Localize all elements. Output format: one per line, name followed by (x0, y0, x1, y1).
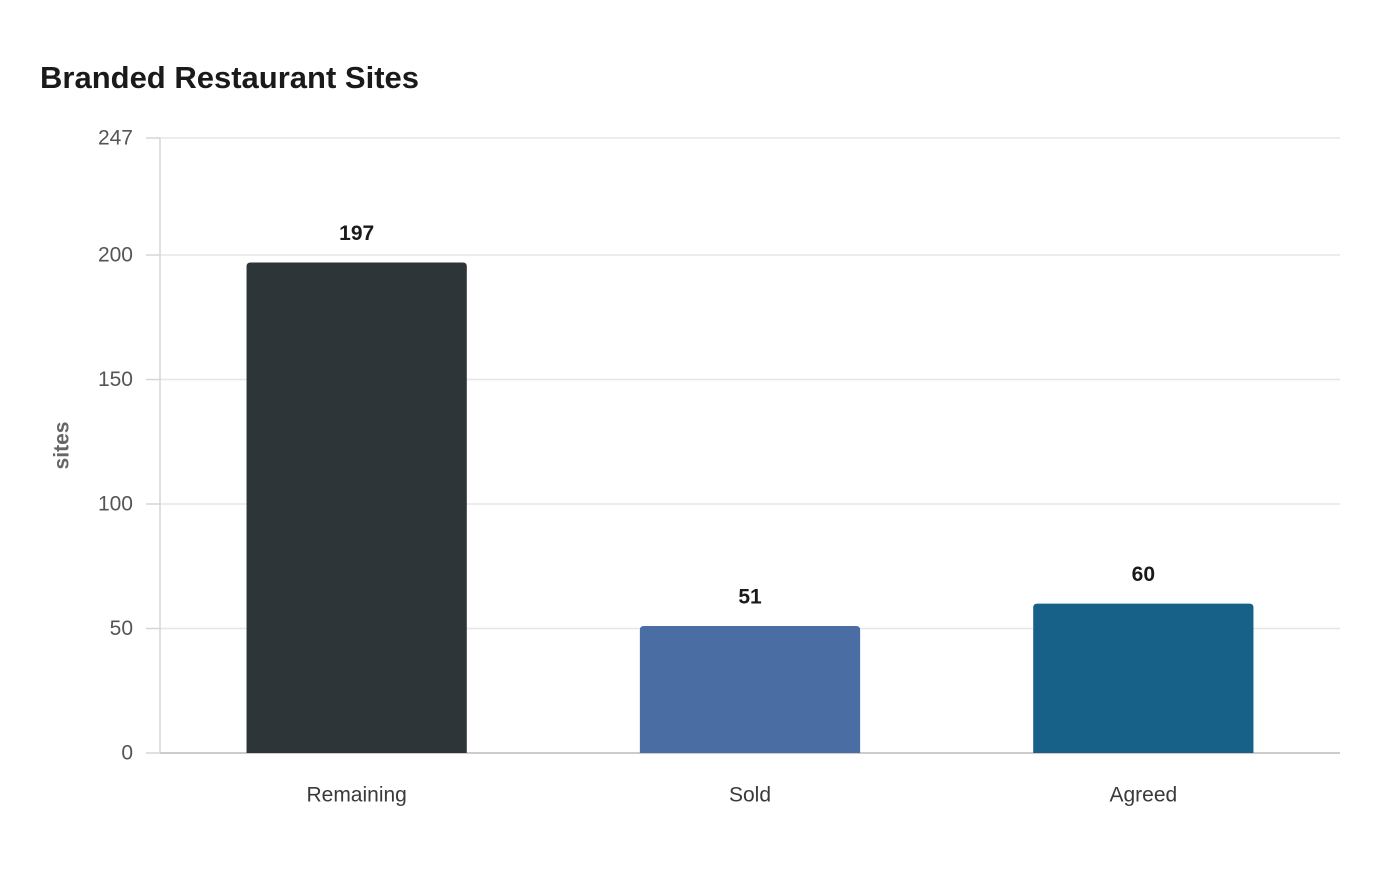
data-label: 51 (738, 586, 762, 609)
y-tick-labels: 0 50 100 150 200 247 (98, 127, 160, 765)
bar-remaining (246, 262, 467, 753)
bar-sold (639, 626, 861, 753)
y-tick-label: 100 (98, 493, 133, 516)
x-tick-label: Agreed (1109, 784, 1177, 807)
bars (246, 262, 1254, 753)
chart-title: Branded Restaurant Sites (40, 60, 419, 95)
data-label: 197 (339, 222, 374, 245)
y-tick-label: 247 (98, 127, 133, 150)
bar-agreed (1033, 603, 1254, 753)
y-tick-label: 200 (98, 244, 133, 267)
y-tick-label: 0 (121, 742, 133, 765)
y-tick-label: 150 (98, 368, 133, 391)
y-axis-title: sites (51, 422, 74, 470)
x-tick-labels: Remaining Sold Agreed (306, 784, 1177, 807)
data-label: 60 (1132, 563, 1155, 586)
data-labels: 197 51 60 (339, 222, 1155, 609)
y-tick-label: 50 (110, 617, 133, 640)
x-tick-label: Sold (729, 784, 771, 807)
x-tick-label: Remaining (306, 784, 406, 807)
